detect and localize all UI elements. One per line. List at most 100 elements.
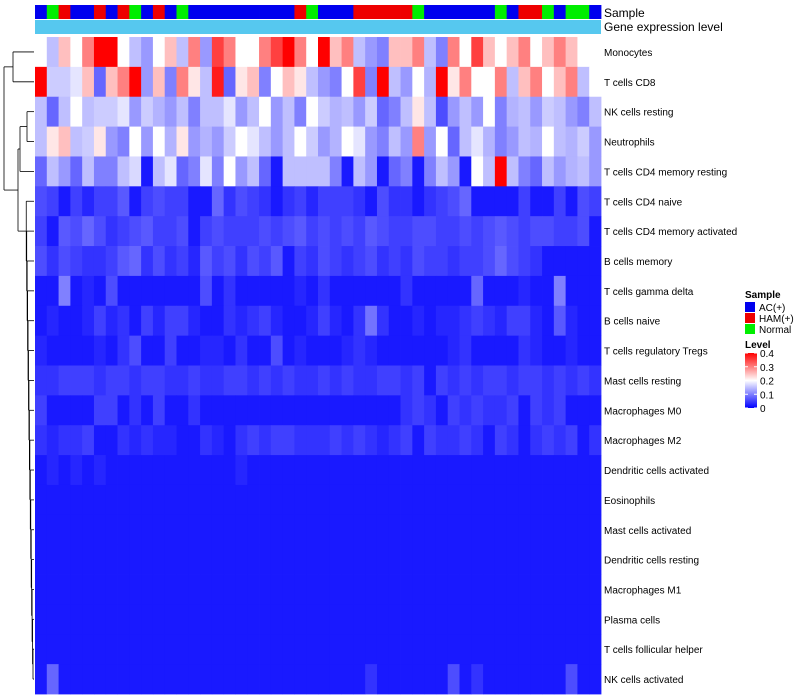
sample-annotation-cell <box>200 5 213 19</box>
heatmap-cell <box>129 455 142 486</box>
heatmap-cell <box>494 455 508 486</box>
heatmap-cell <box>294 484 307 516</box>
heatmap-cell <box>117 96 130 127</box>
heatmap-cell <box>176 66 189 98</box>
heatmap-cell <box>589 634 602 665</box>
heatmap-cell <box>353 156 366 187</box>
heatmap-cell <box>247 395 260 426</box>
heatmap-cell <box>435 455 449 486</box>
sample-annotation-cell <box>565 5 578 19</box>
heatmap-cell <box>82 186 95 217</box>
heatmap-cell <box>117 634 130 665</box>
heatmap-cell <box>329 126 342 157</box>
heatmap-cell <box>93 305 107 337</box>
heatmap-cell <box>318 246 331 277</box>
legend-sample-title: Sample <box>745 290 781 301</box>
heatmap-cell <box>365 455 378 486</box>
heatmap-cell <box>483 455 496 486</box>
heatmap-cell <box>235 425 248 456</box>
heatmap-cell <box>211 634 225 665</box>
row-labels: Monocytes T cells CD8 NK cells resting Neut… <box>604 48 737 686</box>
legend: Sample AC(+) HAM(+) Normal Level 0.40.30… <box>745 290 794 415</box>
heatmap-cell <box>400 216 413 247</box>
heatmap-cell <box>459 246 472 277</box>
heatmap-cell <box>129 305 142 337</box>
heatmap-cell <box>388 664 401 695</box>
heatmap-cell <box>483 126 496 157</box>
heatmap-cell <box>58 156 71 187</box>
heatmap-cell <box>341 634 354 665</box>
heatmap-cell <box>70 246 83 277</box>
heatmap-cell <box>506 275 519 307</box>
heatmap-cell <box>494 604 508 635</box>
heatmap-cell <box>70 96 83 127</box>
heatmap-cell <box>329 365 342 396</box>
heatmap-cell <box>152 514 166 546</box>
heatmap-cell <box>46 544 59 575</box>
heatmap-cell <box>259 126 272 157</box>
heatmap-cell <box>247 484 260 516</box>
heatmap-cell <box>270 395 284 426</box>
heatmap-cell <box>223 484 236 516</box>
heatmap-cell <box>494 246 508 277</box>
heatmap-cell <box>188 216 201 247</box>
heatmap-cell <box>294 514 307 546</box>
heatmap-cell <box>577 66 590 98</box>
heatmap-cell <box>365 275 378 307</box>
heatmap-cell <box>577 664 590 695</box>
heatmap-cell <box>494 305 508 337</box>
heatmap-cell <box>542 544 555 575</box>
heatmap-cell <box>235 126 248 157</box>
heatmap-cell <box>365 96 378 127</box>
heatmap-cell <box>553 514 567 546</box>
heatmap-cell <box>318 275 331 307</box>
heatmap-cell <box>70 425 83 456</box>
heatmap-cell <box>93 126 107 157</box>
heatmap-cell <box>294 126 307 157</box>
heatmap-cell <box>188 455 201 486</box>
heatmap-cell <box>93 66 107 98</box>
annotation-bars <box>35 5 602 34</box>
heatmap-cell <box>235 275 248 307</box>
heatmap-cell <box>329 246 342 277</box>
heatmap-cell <box>164 37 177 68</box>
heatmap-cell <box>294 37 307 68</box>
heatmap-cell <box>341 305 354 337</box>
heatmap-cell <box>318 634 331 665</box>
heatmap-cell <box>483 96 496 127</box>
heatmap-cell <box>542 335 555 366</box>
heatmap-cell <box>259 365 272 396</box>
heatmap-cell <box>223 66 236 98</box>
heatmap-cell <box>306 514 319 546</box>
heatmap-cell <box>176 664 189 695</box>
heatmap-cell <box>565 484 578 516</box>
heatmap-cell <box>188 664 201 695</box>
heatmap-cell <box>353 186 366 217</box>
heatmap-cell <box>565 395 578 426</box>
heatmap-cell <box>129 275 142 307</box>
heatmap-cell <box>424 216 437 247</box>
heatmap-cell <box>35 216 48 247</box>
heatmap-cell <box>188 604 201 635</box>
heatmap-cell <box>376 66 390 98</box>
legend-level-ticks: 0.4 0.3 0.2 0.1 0 <box>745 349 774 415</box>
heatmap-cell <box>530 484 543 516</box>
heatmap-cell <box>117 335 130 366</box>
heatmap-cell <box>589 455 602 486</box>
sample-annotation-cell <box>58 5 71 19</box>
heatmap-cell <box>129 156 142 187</box>
heatmap-cell <box>129 126 142 157</box>
heatmap-cell <box>471 335 484 366</box>
heatmap-cell <box>494 66 508 98</box>
heatmap-cell <box>70 484 83 516</box>
heatmap-cell <box>141 664 154 695</box>
heatmap-cell <box>117 455 130 486</box>
heatmap-cell <box>376 37 390 68</box>
heatmap-cell <box>141 634 154 665</box>
heatmap-cell <box>518 664 531 695</box>
heatmap-cell <box>506 544 519 575</box>
heatmap-cell <box>46 425 59 456</box>
heatmap-cell <box>483 425 496 456</box>
heatmap-cell <box>176 275 189 307</box>
